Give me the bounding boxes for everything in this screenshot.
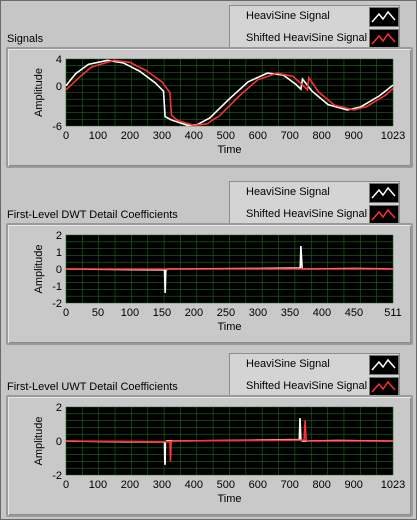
chart-frame: 0 100 200 300 400 500 600 700 800 900 1023 4 0 -6 Time… [6, 47, 413, 168]
x-tick-label: 200 [121, 479, 139, 491]
y-tick-label: 2 [56, 230, 62, 242]
x-tick-label: 500 [217, 479, 235, 491]
y-axis-label: Amplitude [33, 245, 45, 294]
legend-swatch-red[interactable] [369, 205, 399, 225]
x-tick-label: 300 [153, 130, 171, 142]
y-axis-label: Amplitude [33, 417, 45, 466]
x-tick-label: 300 [249, 307, 267, 319]
x-tick-label: 150 [153, 307, 171, 319]
y-axis-label: Amplitude [33, 68, 45, 117]
x-tick-label: 400 [313, 307, 331, 319]
legend-item-label: HeaviSine Signal [246, 10, 330, 22]
legend-swatch-white[interactable] [369, 7, 399, 27]
legend-item-label: HeaviSine Signal [246, 186, 330, 198]
legend-swatch-white[interactable] [369, 183, 399, 203]
x-tick-label: 200 [185, 307, 203, 319]
x-tick-label: 100 [121, 307, 139, 319]
x-tick-label: 800 [313, 130, 331, 142]
series-line [65, 59, 394, 127]
y-tick-label: 4 [56, 54, 62, 66]
x-tick-label: 900 [345, 479, 363, 491]
legend-item-label: Shifted HeaviSine Signal [246, 32, 368, 44]
x-tick-label: 1023 [381, 479, 405, 491]
x-tick-label: 100 [89, 130, 107, 142]
x-axis-label: Time [217, 144, 241, 156]
x-tick-label: 400 [185, 130, 203, 142]
series-line [65, 59, 394, 127]
x-tick-label: 0 [63, 130, 69, 142]
x-tick-label: 250 [217, 307, 235, 319]
x-tick-label: 300 [153, 479, 171, 491]
x-tick-label: 800 [313, 479, 331, 491]
y-tick-label: -2 [52, 470, 62, 482]
y-tick-label: 0 [56, 81, 62, 93]
x-axis-label: Time [217, 321, 241, 333]
y-tick-label: -6 [52, 121, 62, 133]
x-tick-label: 450 [345, 307, 363, 319]
y-tick-label: -1 [52, 281, 62, 293]
x-tick-label: 0 [63, 307, 69, 319]
x-tick-label: 511 [384, 307, 402, 319]
y-tick-label: -2 [52, 298, 62, 310]
x-tick-label: 100 [89, 479, 107, 491]
legend-item-label: Shifted HeaviSine Signal [246, 208, 368, 220]
legend-swatch-white[interactable] [369, 355, 399, 375]
x-tick-label: 350 [281, 307, 299, 319]
legend-item-label: Shifted HeaviSine Signal [246, 380, 368, 392]
x-tick-label: 700 [281, 479, 299, 491]
series-line [65, 420, 393, 462]
chart-title: First-Level DWT Detail Coefficients [7, 209, 178, 221]
x-tick-label: 900 [345, 130, 363, 142]
legend: HeaviSine Signal Shifted HeaviSine Signa… [229, 181, 400, 228]
legend-swatch-red[interactable] [369, 29, 399, 49]
x-tick-label: 500 [217, 130, 235, 142]
chart-signals[interactable]: 0 100 200 300 400 500 600 700 800 900 102340-6Time… [8, 49, 411, 166]
x-tick-label: 1023 [381, 130, 405, 142]
x-tick-label: 200 [121, 130, 139, 142]
chart-title: First-Level UWT Detail Coefficients [7, 381, 178, 393]
x-tick-label: 600 [249, 130, 267, 142]
y-tick-label: 1 [56, 247, 62, 259]
y-tick-label: 0 [56, 264, 62, 276]
x-tick-label: 0 [63, 479, 69, 491]
chart-uwt[interactable]: 0 100 200 300 400 500 600 700 800 900 102320-2Time… [8, 397, 411, 515]
y-tick-label: 2 [56, 402, 62, 414]
x-tick-label: 400 [185, 479, 203, 491]
y-tick-label: 0 [56, 436, 62, 448]
chart-frame: 0 100 200 300 400 500 600 700 800 900 1023 2 0 -2 Time… [6, 395, 413, 517]
legend-item-label: HeaviSine Signal [246, 358, 330, 370]
chart-title: Signals [7, 33, 44, 45]
chart-dwt[interactable]: 0 50 100 150 200 250 300 350 400 450 511 2 1 0 -1 -2 Tim… [8, 225, 411, 343]
x-tick-label: 600 [249, 479, 267, 491]
legend: HeaviSine Signal Shifted HeaviSine Signa… [229, 353, 400, 400]
x-tick-label: 50 [92, 307, 104, 319]
chart-frame: 0 50 100 150 200 250 300 350 400 450 511 2 1 0 -1 -2 Tim… [6, 223, 413, 345]
legend: HeaviSine Signal Shifted HeaviSine Signa… [229, 5, 400, 52]
x-axis-label: Time [217, 493, 241, 505]
x-tick-label: 700 [281, 130, 299, 142]
legend-swatch-red[interactable] [369, 377, 399, 397]
